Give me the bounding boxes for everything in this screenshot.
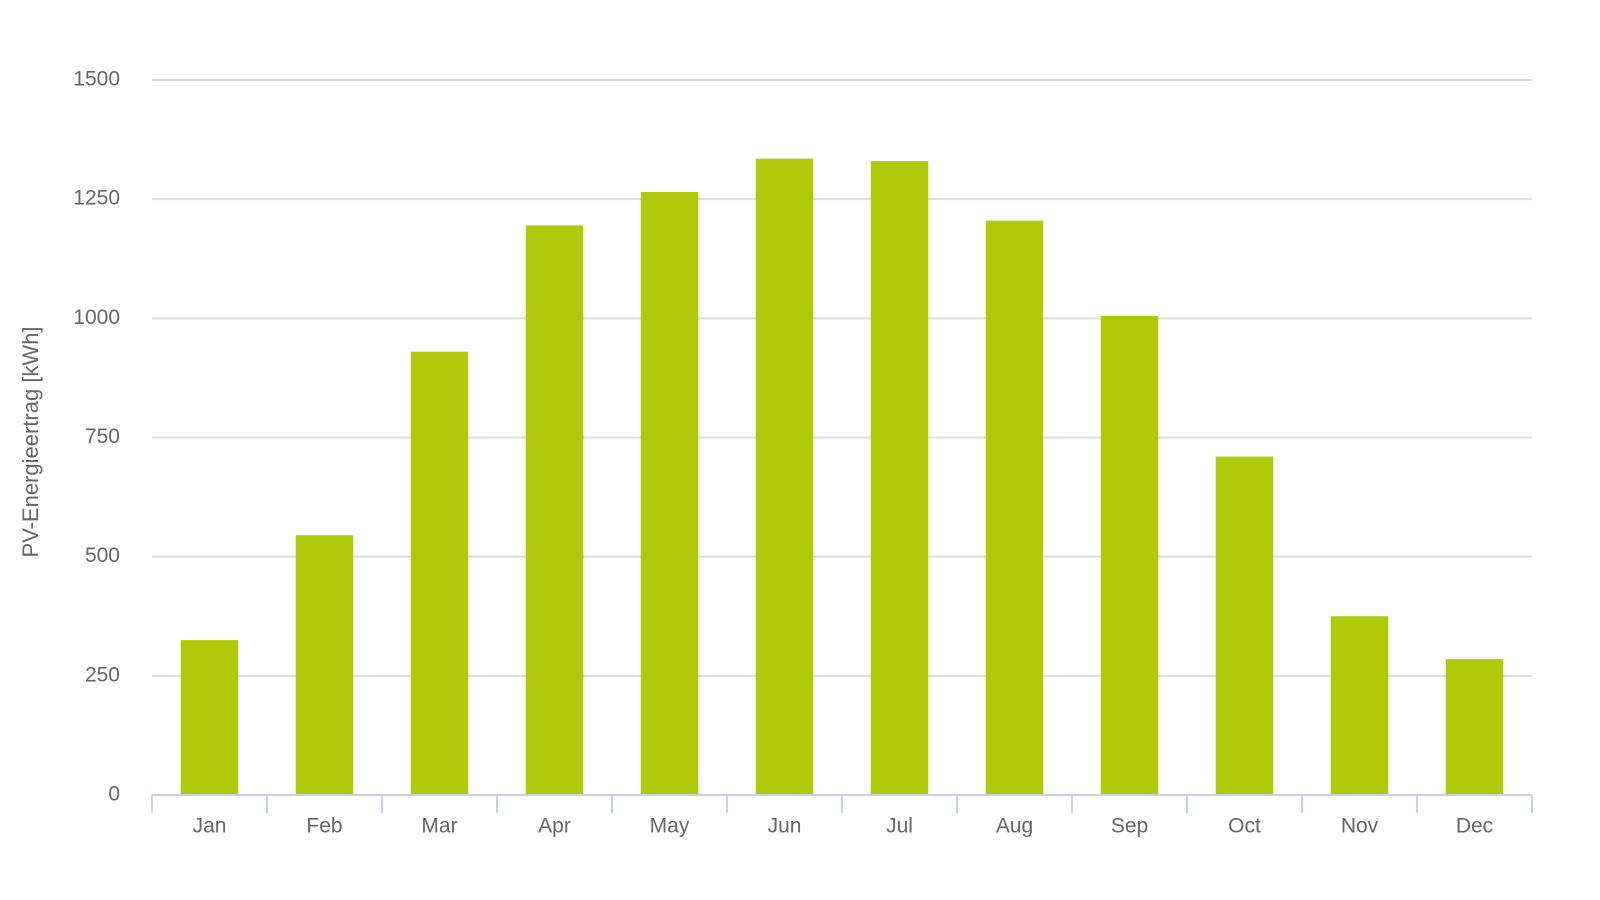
x-tick-label: Jun [768, 815, 802, 838]
bar [640, 192, 699, 795]
x-tick-label: Dec [1456, 815, 1493, 838]
y-tick-label: 0 [108, 783, 120, 806]
y-tick-label: 1500 [73, 68, 120, 91]
x-tick-label: Jan [193, 815, 227, 838]
y-tick-label: 750 [85, 425, 120, 448]
bar [1215, 456, 1274, 795]
x-tick-label: Feb [306, 815, 342, 838]
bar [1100, 315, 1159, 795]
x-tick-label: Mar [421, 815, 457, 838]
x-tick-label: Jul [886, 815, 913, 838]
y-tick-label: 250 [85, 663, 120, 686]
x-tick-label: May [650, 815, 690, 838]
x-tick-label: Sep [1111, 815, 1148, 838]
y-axis-label: PV-Energieertrag [kWh] [18, 326, 43, 557]
bar [1445, 659, 1504, 795]
x-tick-label: Oct [1228, 815, 1261, 838]
bar [295, 535, 354, 795]
bar [525, 225, 584, 796]
x-tick-label: Apr [538, 815, 571, 838]
bar [870, 161, 929, 796]
y-tick-label: 1250 [73, 187, 120, 210]
bar [180, 640, 239, 795]
x-tick-label: Aug [996, 815, 1033, 838]
bar [1330, 616, 1389, 795]
bar [410, 351, 469, 795]
y-tick-label: 500 [85, 544, 120, 567]
bar [755, 158, 814, 795]
bar [985, 220, 1044, 795]
y-tick-label: 1000 [73, 306, 120, 329]
x-tick-label: Nov [1341, 815, 1379, 838]
